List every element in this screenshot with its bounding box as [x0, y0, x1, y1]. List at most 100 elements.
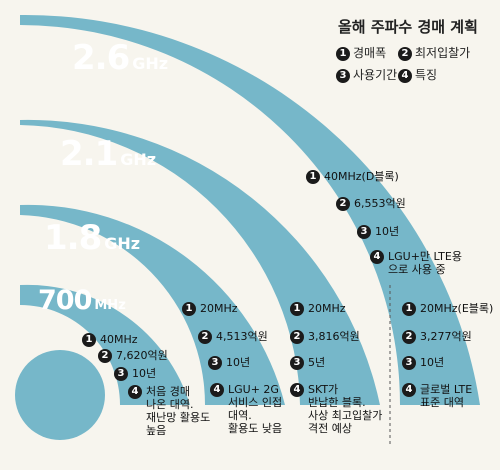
c21-period: 3 10년 [357, 225, 399, 239]
freq-unit: GHz [104, 234, 141, 253]
freq-number: 700 [38, 285, 92, 316]
badge-icon: 1 [82, 333, 96, 347]
freq-unit: MHz [94, 298, 126, 313]
legend-item-3: 3 사용기간 [336, 66, 397, 83]
badge-icon: 4 [128, 385, 142, 399]
freq-unit: GHz [120, 150, 157, 169]
item-value: 4,513억원 [216, 330, 268, 343]
badge-icon: 3 [402, 356, 416, 370]
arc-700mhz [20, 284, 190, 405]
badge-icon: 3 [357, 225, 371, 239]
legend-title: 올해 주파수 경매 계획 [338, 18, 478, 36]
item-value: 3,277억원 [420, 330, 472, 343]
freq-label-2-6ghz: 2.6 GHz [72, 38, 168, 78]
c18-period: 3 10년 [208, 356, 250, 370]
badge-icon: 2 [336, 197, 350, 211]
legend-item-label: 최저입찰가 [415, 46, 471, 60]
c700-feature: 4 처음 경매 나온 대역. 재난망 활용도 높음 [128, 385, 218, 437]
item-value: 6,553억원 [354, 197, 406, 210]
c700-price: 2 7,620억원 [98, 349, 168, 363]
feature-line: 격전 예상 [308, 422, 352, 435]
c21-feature: 4 LGU+만 LTE용 으로 사용 중 [370, 250, 480, 276]
legend-item-4: 4 특징 [398, 66, 437, 83]
feature-line: 나온 대역. [146, 398, 194, 411]
c18-price: 2 4,513억원 [198, 330, 268, 344]
feature-line: 대역. [228, 409, 252, 422]
item-value: 10년 [226, 356, 251, 369]
item-value: 10년 [375, 225, 400, 238]
feature-line: 표준 대역 [420, 396, 464, 409]
badge-icon: 2 [198, 330, 212, 344]
feature-line: 글로벌 LTE [420, 383, 473, 396]
freq-label-2-1ghz: 2.1 GHz [60, 134, 156, 174]
badge-icon: 4 [398, 68, 412, 83]
badge-icon: 4 [210, 383, 224, 397]
c18-feature: 4 LGU+ 2G 서비스 인접 대역. 활용도 낮음 [210, 383, 295, 435]
feature-line: 처음 경매 [146, 385, 190, 398]
badge-icon: 4 [402, 383, 416, 397]
legend-item-label: 특징 [415, 68, 438, 82]
feature-line: 높음 [146, 424, 167, 437]
badge-icon: 3 [336, 68, 350, 83]
badge-icon: 2 [290, 330, 304, 344]
c26a-period: 3 5년 [290, 356, 325, 370]
c26b-price: 2 3,277억원 [402, 330, 472, 344]
item-value: 40MHz [100, 333, 138, 346]
badge-icon: 3 [290, 356, 304, 370]
c21-price: 2 6,553억원 [336, 197, 406, 211]
legend-item-label: 사용기간 [353, 68, 398, 82]
freq-label-700mhz: 700 MHz [38, 285, 126, 316]
badge-icon: 4 [370, 250, 384, 264]
freq-number: 2.1 [60, 134, 118, 174]
freq-number: 1.8 [44, 218, 102, 258]
freq-label-1-8ghz: 1.8 GHz [44, 218, 140, 258]
feature-line: 사상 최고입찰가 [308, 409, 383, 422]
badge-icon: 1 [182, 302, 196, 316]
item-value: 3,816억원 [308, 330, 360, 343]
arc-1-8ghz [20, 204, 285, 405]
c26b-width: 1 20MHz(E블록) [402, 302, 493, 316]
legend-item-1: 1 경매폭 [336, 44, 386, 61]
item-value: 5년 [308, 356, 326, 369]
c700-width: 1 40MHz [82, 333, 138, 347]
freq-unit: GHz [132, 54, 169, 73]
badge-icon: 2 [98, 349, 112, 363]
badge-icon: 2 [402, 330, 416, 344]
freq-number: 2.6 [72, 38, 130, 78]
c21-width: 1 40MHz(D블록) [306, 170, 399, 184]
badge-icon: 3 [114, 367, 128, 381]
badge-icon: 2 [398, 46, 412, 61]
badge-icon: 1 [402, 302, 416, 316]
item-value: 20MHz [200, 302, 238, 315]
feature-line: 재난망 활용도 [146, 411, 211, 424]
legend-item-label: 경매폭 [353, 46, 387, 60]
item-value: 20MHz [308, 302, 346, 315]
c26b-period: 3 10년 [402, 356, 444, 370]
item-value: 20MHz(E블록) [420, 302, 494, 315]
badge-icon: 4 [290, 383, 304, 397]
feature-line: 으로 사용 중 [388, 263, 446, 276]
badge-icon: 1 [290, 302, 304, 316]
c26b-feature: 4 글로벌 LTE 표준 대역 [402, 383, 497, 409]
c26a-feature: 4 SKT가 반납한 블록. 사상 최고입찰가 격전 예상 [290, 383, 390, 435]
badge-icon: 3 [208, 356, 222, 370]
c26a-price: 2 3,816억원 [290, 330, 360, 344]
center-circle [15, 350, 105, 440]
item-value: 7,620억원 [116, 349, 168, 362]
feature-line: LGU+만 LTE용 [388, 250, 462, 263]
badge-icon: 1 [306, 170, 320, 184]
feature-line: LGU+ 2G [228, 383, 279, 396]
c18-width: 1 20MHz [182, 302, 238, 316]
feature-line: 반납한 블록. [308, 396, 366, 409]
c700-period: 3 10년 [114, 367, 156, 381]
item-value: 40MHz(D블록) [324, 170, 399, 183]
arc-2-6ghz [20, 14, 480, 405]
badge-icon: 1 [336, 46, 350, 61]
feature-line: 서비스 인접 [228, 396, 283, 409]
item-value: 10년 [420, 356, 445, 369]
c26a-width: 1 20MHz [290, 302, 346, 316]
feature-line: 활용도 낮음 [228, 422, 283, 435]
item-value: 10년 [132, 367, 157, 380]
legend-item-2: 2 최저입찰가 [398, 44, 470, 61]
